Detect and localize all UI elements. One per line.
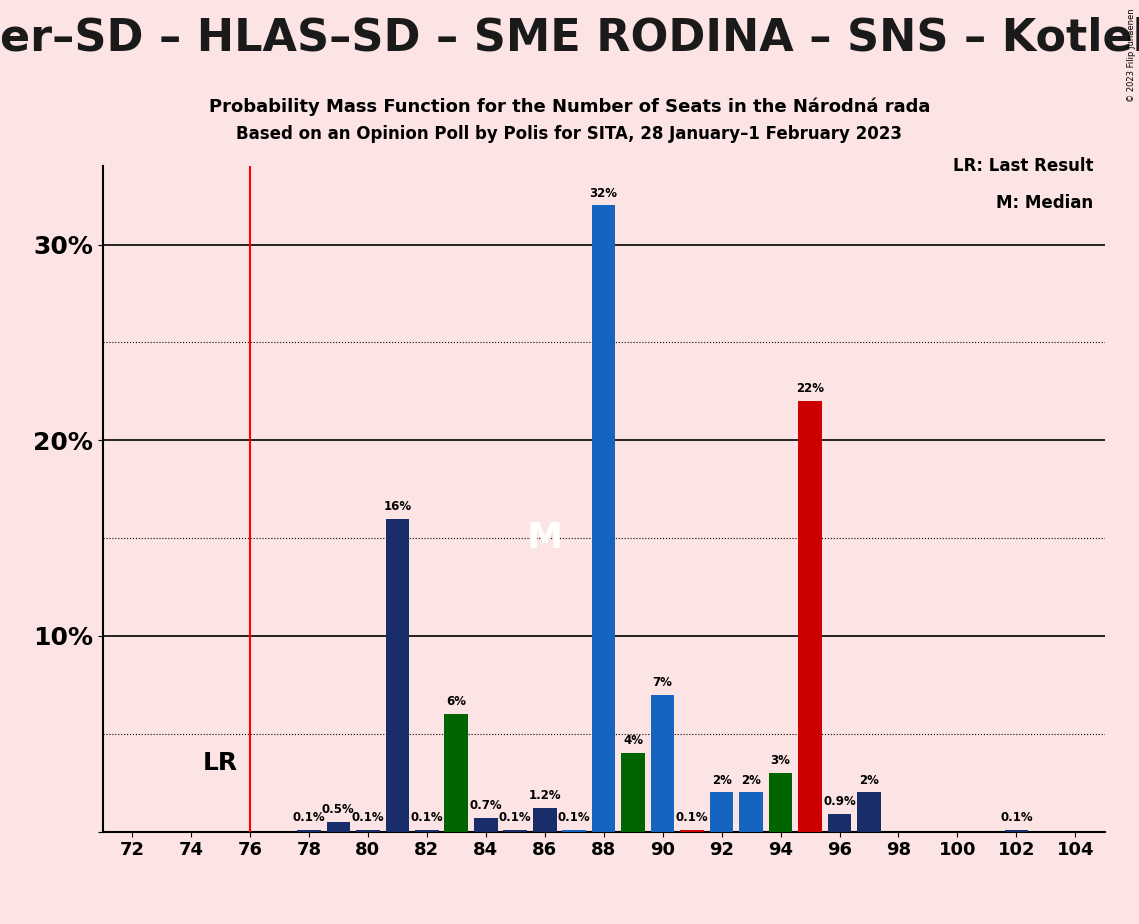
Text: 0.1%: 0.1% [410, 810, 443, 824]
Text: 32%: 32% [590, 187, 617, 200]
Bar [1005, 830, 1029, 832]
Bar [415, 830, 439, 832]
Text: 0.1%: 0.1% [499, 810, 532, 824]
Text: LR: Last Result: LR: Last Result [953, 157, 1093, 176]
Text: 2%: 2% [859, 773, 879, 786]
Text: 0.5%: 0.5% [322, 803, 354, 816]
Text: Probability Mass Function for the Number of Seats in the Národná rada: Probability Mass Function for the Number… [208, 97, 931, 116]
Text: 4%: 4% [623, 735, 644, 748]
Text: 0.1%: 0.1% [352, 810, 384, 824]
Text: M: Median: M: Median [997, 194, 1093, 213]
Bar [474, 818, 498, 832]
Text: 6%: 6% [446, 696, 466, 709]
Text: 2%: 2% [712, 773, 731, 786]
Text: 0.1%: 0.1% [675, 810, 708, 824]
Bar [739, 793, 763, 832]
Text: 3%: 3% [771, 754, 790, 767]
Text: 16%: 16% [383, 500, 411, 513]
Bar [357, 830, 379, 832]
Text: 0.1%: 0.1% [558, 810, 590, 824]
Bar [563, 830, 585, 832]
Text: 0.1%: 0.1% [293, 810, 325, 824]
Bar [798, 401, 822, 832]
Text: LR: LR [203, 751, 238, 775]
Text: © 2023 Filip Junaenen: © 2023 Filip Junaenen [1126, 8, 1136, 103]
Bar [592, 205, 615, 832]
Text: 1.2%: 1.2% [528, 789, 562, 802]
Text: Based on an Opinion Poll by Polis for SITA, 28 January–1 February 2023: Based on an Opinion Poll by Polis for SI… [237, 125, 902, 142]
Bar [444, 714, 468, 832]
Bar [858, 793, 880, 832]
Text: 0.9%: 0.9% [823, 796, 855, 808]
Text: 22%: 22% [796, 383, 823, 395]
Bar [503, 830, 527, 832]
Bar [650, 695, 674, 832]
Bar [385, 518, 409, 832]
Bar [680, 830, 704, 832]
Bar [297, 830, 321, 832]
Bar [828, 814, 851, 832]
Bar [622, 753, 645, 832]
Text: 0.7%: 0.7% [469, 799, 502, 812]
Bar [327, 821, 350, 832]
Text: er–SD – HLAS–SD – SME RODINA – SNS – Kotleba–ĽŚ: er–SD – HLAS–SD – SME RODINA – SNS – Kot… [0, 18, 1139, 61]
Bar [533, 808, 557, 832]
Text: 2%: 2% [741, 773, 761, 786]
Bar [710, 793, 734, 832]
Text: 7%: 7% [653, 675, 672, 688]
Text: M: M [526, 521, 563, 555]
Bar [769, 772, 793, 832]
Text: 0.1%: 0.1% [1000, 810, 1033, 824]
